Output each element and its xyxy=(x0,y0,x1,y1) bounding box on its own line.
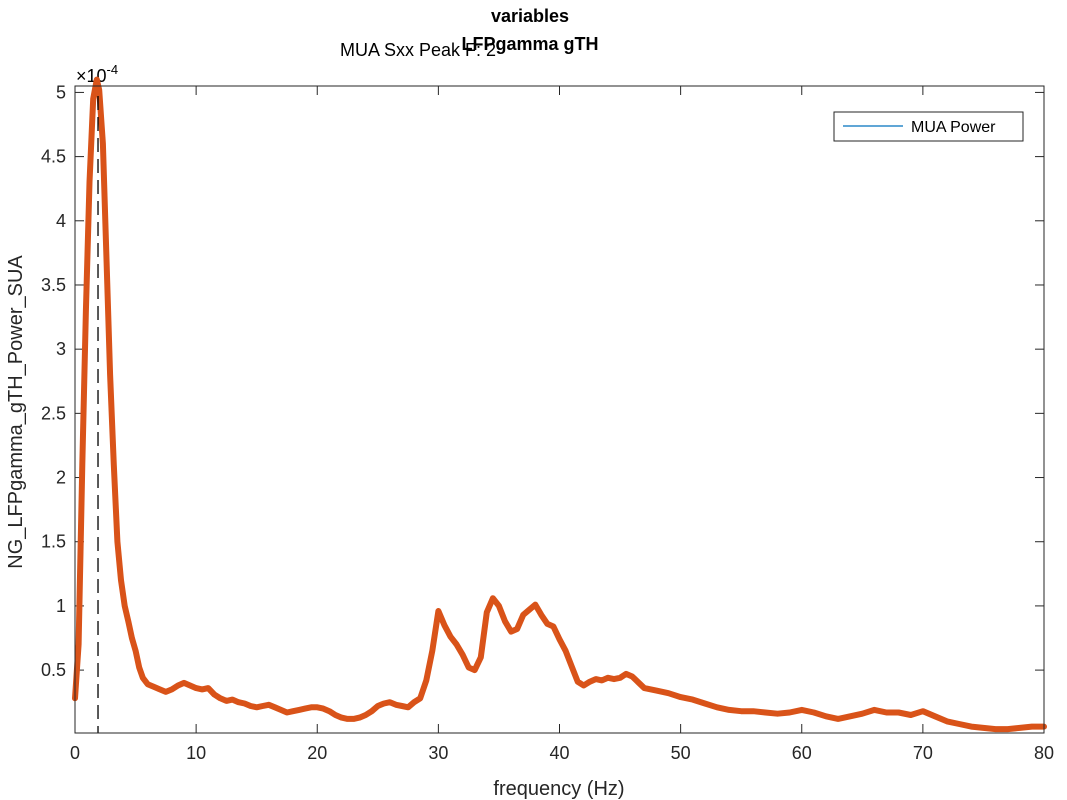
x-tick-label: 10 xyxy=(186,743,206,763)
y-tick-label: 2.5 xyxy=(41,403,66,423)
chart-title-line-1: variables xyxy=(491,6,569,26)
x-tick-label: 20 xyxy=(307,743,327,763)
y-tick-label: 1.5 xyxy=(41,532,66,552)
x-tick-label: 70 xyxy=(913,743,933,763)
y-tick-label: 2 xyxy=(56,468,66,488)
axis-ticks: 0 10 20 30 40 50 60 70 80 0.5 1 1.5 2 2.5 3 3.5 4 4.5 5 xyxy=(41,82,1054,763)
x-axis-label: frequency (Hz) xyxy=(493,778,624,800)
x-tick-label: 30 xyxy=(428,743,448,763)
x-tick-label: 60 xyxy=(792,743,812,763)
x-tick-label: 50 xyxy=(671,743,691,763)
chart-title-line-2: LFPgamma gTH xyxy=(461,34,598,54)
x-tick-label: 0 xyxy=(70,743,80,763)
legend-label-mua-power: MUA Power xyxy=(911,119,996,136)
x-tick-label: 40 xyxy=(549,743,569,763)
y-tick-label: 4.5 xyxy=(41,147,66,167)
y-tick-label: 3.5 xyxy=(41,275,66,295)
axes-box xyxy=(74,85,1045,734)
y-tick-label: 3 xyxy=(56,339,66,359)
y-tick-label: 5 xyxy=(56,82,66,102)
series-line-mua-power xyxy=(72,76,1047,733)
x-tick-label: 80 xyxy=(1034,743,1054,763)
y-tick-label: 4 xyxy=(56,211,66,231)
peak-annotation: MUA Sxx Peak F: 2 xyxy=(340,40,496,60)
y-tick-label: 1 xyxy=(56,596,66,616)
y-tick-label: 0.5 xyxy=(41,660,66,680)
legend: MUA Power xyxy=(833,111,1024,142)
series-group xyxy=(72,76,1047,733)
y-axis-label: NG_LFPgamma_gTH_Power_SUA xyxy=(5,255,27,569)
